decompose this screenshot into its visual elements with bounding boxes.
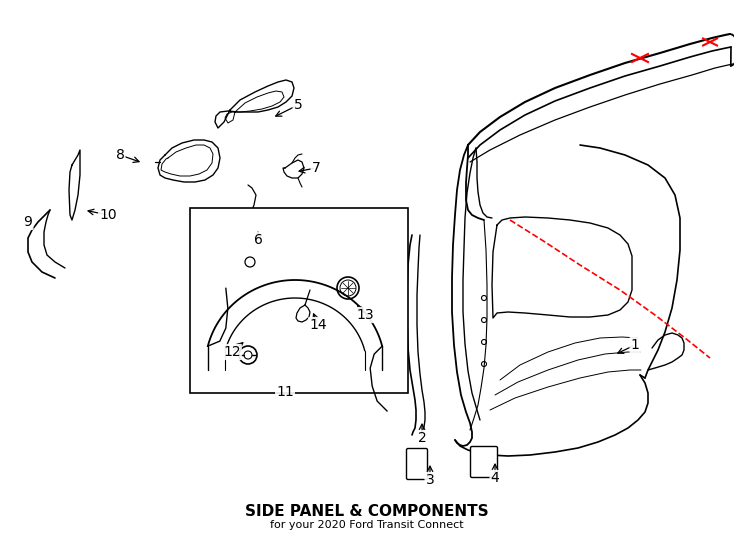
Text: 7: 7: [312, 161, 320, 175]
Text: 13: 13: [356, 308, 374, 322]
FancyBboxPatch shape: [407, 449, 427, 480]
Text: 4: 4: [490, 471, 499, 485]
Text: SIDE PANEL & COMPONENTS: SIDE PANEL & COMPONENTS: [245, 504, 489, 519]
Text: 2: 2: [418, 431, 426, 445]
Text: 6: 6: [253, 233, 263, 247]
Text: 1: 1: [631, 338, 639, 352]
FancyBboxPatch shape: [470, 447, 498, 477]
Text: for your 2020 Ford Transit Connect: for your 2020 Ford Transit Connect: [270, 520, 464, 530]
Text: 14: 14: [309, 318, 327, 332]
Text: 9: 9: [23, 215, 32, 229]
Text: 10: 10: [99, 208, 117, 222]
Text: 3: 3: [426, 473, 435, 487]
Text: 5: 5: [294, 98, 302, 112]
Text: 12: 12: [223, 345, 241, 359]
Text: 8: 8: [115, 148, 125, 162]
Bar: [190, 208, 408, 393]
Text: 11: 11: [276, 385, 294, 399]
